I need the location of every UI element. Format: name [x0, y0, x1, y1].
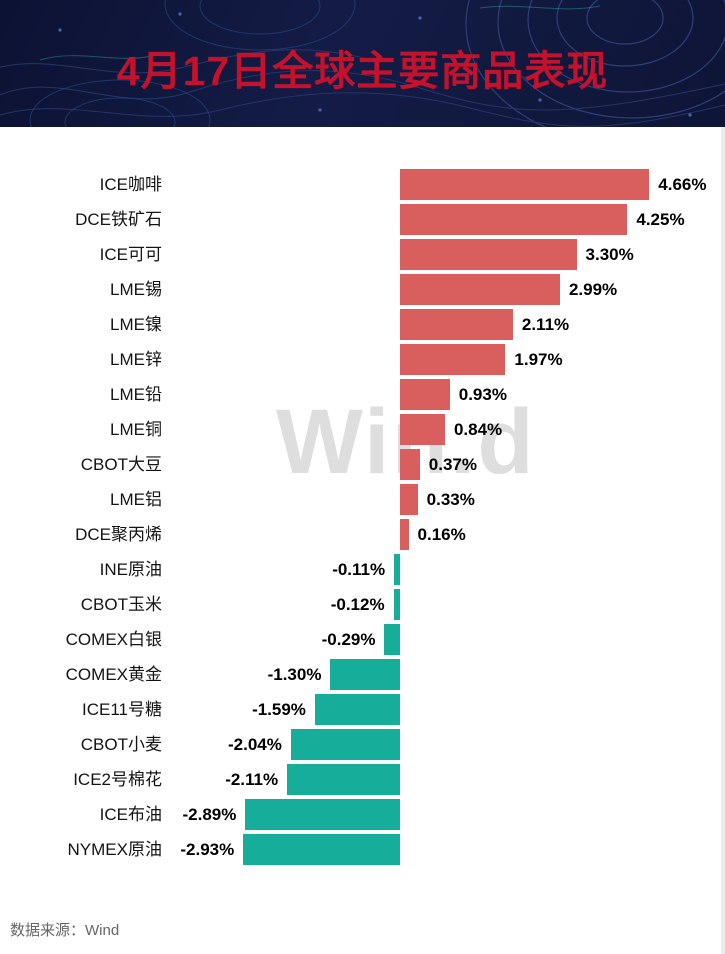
bar	[400, 274, 560, 305]
category-label: LME锌	[110, 350, 162, 369]
category-label: ICE2号棉花	[73, 770, 162, 789]
bar	[400, 449, 420, 480]
category-label: COMEX白银	[65, 630, 162, 649]
bar	[287, 764, 400, 795]
bar-row: LME镍 2.11%	[0, 307, 725, 342]
bar	[400, 379, 450, 410]
value-label: 4.66%	[658, 175, 707, 194]
bar-row: LME锌 1.97%	[0, 342, 725, 377]
bar	[400, 484, 418, 515]
bar-row: COMEX白银 -0.29%	[0, 622, 725, 657]
bar	[290, 729, 400, 760]
bar-row: ICE可可 3.30%	[0, 237, 725, 272]
category-label: LME铜	[110, 420, 162, 439]
value-label: 4.25%	[636, 210, 685, 229]
value-label: 0.33%	[426, 490, 475, 509]
bar-row: LME铝 0.33%	[0, 482, 725, 517]
category-label: ICE布油	[99, 805, 162, 824]
bar-row: COMEX黄金 -1.30%	[0, 657, 725, 692]
value-label: -1.30%	[267, 665, 322, 684]
bar	[245, 799, 400, 830]
page-title: 4月17日全球主要商品表现	[116, 48, 609, 94]
value-label: 0.93%	[458, 385, 507, 404]
right-edge-strip	[721, 127, 725, 954]
value-label: -2.93%	[180, 840, 235, 859]
value-label: -0.29%	[321, 630, 376, 649]
bar	[400, 414, 445, 445]
category-label: CBOT小麦	[80, 735, 162, 754]
bar	[394, 554, 400, 585]
bar	[400, 204, 628, 235]
bar	[384, 624, 400, 655]
category-label: ICE咖啡	[99, 175, 162, 194]
bar-row: NYMEX原油 -2.93%	[0, 832, 725, 867]
category-label: LME铝	[110, 490, 162, 509]
value-label: -0.11%	[332, 560, 386, 579]
category-label: LME铅	[110, 385, 162, 404]
bar-row: DCE铁矿石 4.25%	[0, 202, 725, 237]
data-source-label: 数据来源：Wind	[10, 922, 120, 939]
value-label: -1.59%	[252, 700, 306, 719]
category-label: NYMEX原油	[67, 840, 162, 859]
bar	[400, 344, 506, 375]
bar	[330, 659, 400, 690]
value-label: -2.11%	[225, 770, 279, 789]
bar	[400, 169, 650, 200]
bar-row: ICE咖啡 4.66%	[0, 167, 725, 202]
value-label: 3.30%	[585, 245, 634, 264]
value-label: -0.12%	[330, 595, 385, 614]
bar-row: INE原油 -0.11%	[0, 552, 725, 587]
category-label: INE原油	[99, 560, 162, 579]
value-label: 0.16%	[417, 525, 466, 544]
header-banner: 4月17日全球主要商品表现	[0, 0, 725, 127]
bar-row: CBOT小麦 -2.04%	[0, 727, 725, 762]
category-label: DCE聚丙烯	[75, 525, 162, 544]
contour-map-decoration	[0, 0, 725, 127]
value-label: 0.84%	[453, 420, 503, 439]
value-label: 2.99%	[568, 280, 618, 299]
value-label: 2.11%	[521, 315, 570, 334]
value-label: -2.04%	[228, 735, 282, 754]
bar	[393, 589, 400, 620]
bar	[243, 834, 400, 865]
bar-row: CBOT大豆 0.37%	[0, 447, 725, 482]
value-label: -2.89%	[182, 805, 237, 824]
bar-row: LME铅 0.93%	[0, 377, 725, 412]
bar	[400, 309, 513, 340]
bar	[400, 239, 577, 270]
category-label: COMEX黄金	[65, 665, 162, 684]
category-label: DCE铁矿石	[75, 210, 162, 229]
bar-row: CBOT玉米 -0.12%	[0, 587, 725, 622]
bar-row: DCE聚丙烯 0.16%	[0, 517, 725, 552]
bar	[314, 694, 400, 725]
bar-row: LME铜 0.84%	[0, 412, 725, 447]
value-label: 1.97%	[514, 350, 563, 369]
category-label: CBOT大豆	[80, 455, 162, 474]
category-label: ICE可可	[99, 245, 162, 264]
bar-row: ICE布油 -2.89%	[0, 797, 725, 832]
commodity-bar-chart: ICE咖啡 4.66% DCE铁矿石 4.25% ICE可可 3.30% LME锡 2.99%…	[0, 167, 725, 867]
bar-row: LME锡 2.99%	[0, 272, 725, 307]
bar	[400, 519, 409, 550]
category-label: CBOT玉米	[80, 595, 162, 614]
category-label: LME镍	[110, 315, 162, 334]
category-label: ICE11号糖	[82, 700, 162, 719]
bar-row: ICE2号棉花 -2.11%	[0, 762, 725, 797]
bar-row: ICE11号糖 -1.59%	[0, 692, 725, 727]
category-label: LME锡	[110, 280, 162, 299]
value-label: 0.37%	[428, 455, 477, 474]
